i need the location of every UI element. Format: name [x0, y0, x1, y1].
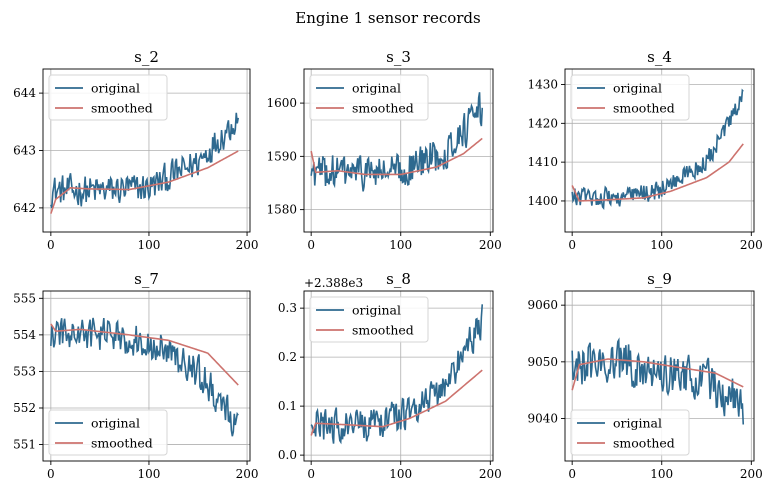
subplot-s_2: s_2 0 100 200 642 643 644 original smoothed	[13, 48, 258, 252]
series-smoothed-line	[50, 323, 239, 386]
subplot-title: s_7	[134, 270, 159, 288]
legend-smoothed-label: smoothed	[613, 101, 675, 116]
y-tick-label: 552	[13, 401, 36, 415]
series-original-line	[571, 337, 745, 425]
axes-frame	[42, 290, 251, 462]
legend-original-label: original	[613, 81, 662, 96]
x-tick-label: 0	[47, 467, 55, 481]
legend-smoothed-label: smoothed	[613, 436, 675, 451]
legend: original smoothed	[570, 409, 690, 456]
legend: original smoothed	[48, 74, 168, 121]
legend-original-label: original	[352, 303, 401, 318]
legend: original smoothed	[570, 74, 690, 121]
subplot-title: s_4	[647, 48, 672, 66]
y-tick-label: 1600	[266, 96, 297, 110]
legend-original-label: original	[613, 416, 662, 431]
x-tick-label: 0	[307, 238, 315, 252]
y-tick-label: 0.1	[278, 399, 297, 413]
x-tick-label: 200	[479, 467, 502, 481]
legend-original-label: original	[352, 81, 401, 96]
subplots-grid: s_2 0 100 200 642 643 644 original smoothed s_3 0 1…	[13, 48, 763, 481]
x-tick-label: 200	[479, 238, 502, 252]
x-tick-label: 0	[568, 467, 576, 481]
axes-frame	[564, 68, 755, 233]
legend-smoothed-label: smoothed	[352, 323, 414, 338]
series-original-line	[310, 304, 484, 445]
legend-smoothed-label: smoothed	[91, 436, 153, 451]
y-tick-label: 0.3	[278, 301, 297, 315]
subplot-title: s_2	[134, 48, 159, 66]
y-tick-label: 1420	[527, 116, 558, 130]
legend: original smoothed	[48, 409, 168, 456]
x-tick-label: 100	[389, 467, 412, 481]
y-tick-label: 1400	[527, 194, 558, 208]
x-tick-label: 0	[47, 238, 55, 252]
y-tick-label: 555	[13, 291, 36, 305]
x-tick-label: 200	[236, 467, 259, 481]
subplot-s_3: s_3 0 100 200 1580 1590 1600 original smoothed	[266, 48, 501, 252]
y-tick-label: 643	[13, 144, 36, 158]
x-tick-label: 100	[650, 467, 673, 481]
y-tick-label: 1590	[266, 149, 297, 163]
legend-smoothed-label: smoothed	[91, 101, 153, 116]
x-tick-label: 200	[740, 238, 763, 252]
y-tick-label: 553	[13, 364, 36, 378]
y-tick-label: 554	[13, 328, 36, 342]
y-tick-label: 551	[13, 438, 36, 452]
y-tick-label: 1430	[527, 78, 558, 92]
axes-frame	[564, 290, 755, 462]
axis-offset-text: +2.388e3	[304, 276, 363, 290]
subplot-s_7: s_7 0 100 200 551 552 553 554 555 original smoothe…	[13, 270, 258, 481]
legend: original smoothed	[309, 74, 429, 121]
series-smoothed-line	[571, 143, 744, 202]
x-tick-label: 100	[650, 238, 673, 252]
y-tick-label: 9050	[527, 355, 558, 369]
y-tick-label: 9040	[527, 412, 558, 426]
y-tick-label: 9060	[527, 298, 558, 312]
x-tick-label: 200	[740, 467, 763, 481]
subplot-title: s_9	[647, 270, 672, 288]
subplot-s_8: s_8 0 100 200 0.0 0.1 0.2 0.3 +2.388e3 original sm…	[278, 270, 502, 481]
series-original-line	[50, 317, 239, 437]
subplot-title: s_3	[386, 48, 411, 66]
x-tick-label: 0	[568, 238, 576, 252]
subplot-s_9: s_9 0 100 200 9040 9050 9060 original smoothed	[527, 270, 762, 481]
axes-frame	[303, 290, 494, 462]
y-tick-label: 1580	[266, 203, 297, 217]
x-tick-label: 200	[236, 238, 259, 252]
y-tick-label: 1410	[527, 155, 558, 169]
x-tick-label: 100	[137, 238, 160, 252]
legend-smoothed-label: smoothed	[352, 101, 414, 116]
series-original-line	[571, 88, 744, 211]
series-original-line	[310, 92, 484, 192]
y-tick-label: 0.2	[278, 350, 297, 364]
series-smoothed-line	[571, 358, 744, 391]
x-tick-label: 100	[389, 238, 412, 252]
subplot-title: s_8	[386, 270, 411, 288]
legend-original-label: original	[91, 416, 140, 431]
series-smoothed-line	[310, 369, 483, 436]
x-tick-label: 0	[307, 467, 315, 481]
legend: original smoothed	[309, 296, 429, 343]
subplot-s_4: s_4 0 100 200 1400 1410 1420 1430 original smooth…	[527, 48, 762, 252]
y-tick-label: 644	[13, 86, 36, 100]
series-smoothed-line	[50, 150, 239, 214]
y-tick-label: 0.0	[278, 448, 297, 462]
legend-original-label: original	[91, 81, 140, 96]
series-original-line	[50, 112, 240, 209]
series-smoothed-line	[310, 137, 483, 176]
figure-title: Engine 1 sensor records	[295, 9, 480, 27]
x-tick-label: 100	[137, 467, 160, 481]
axes-frame	[303, 68, 494, 233]
y-tick-label: 642	[13, 201, 36, 215]
